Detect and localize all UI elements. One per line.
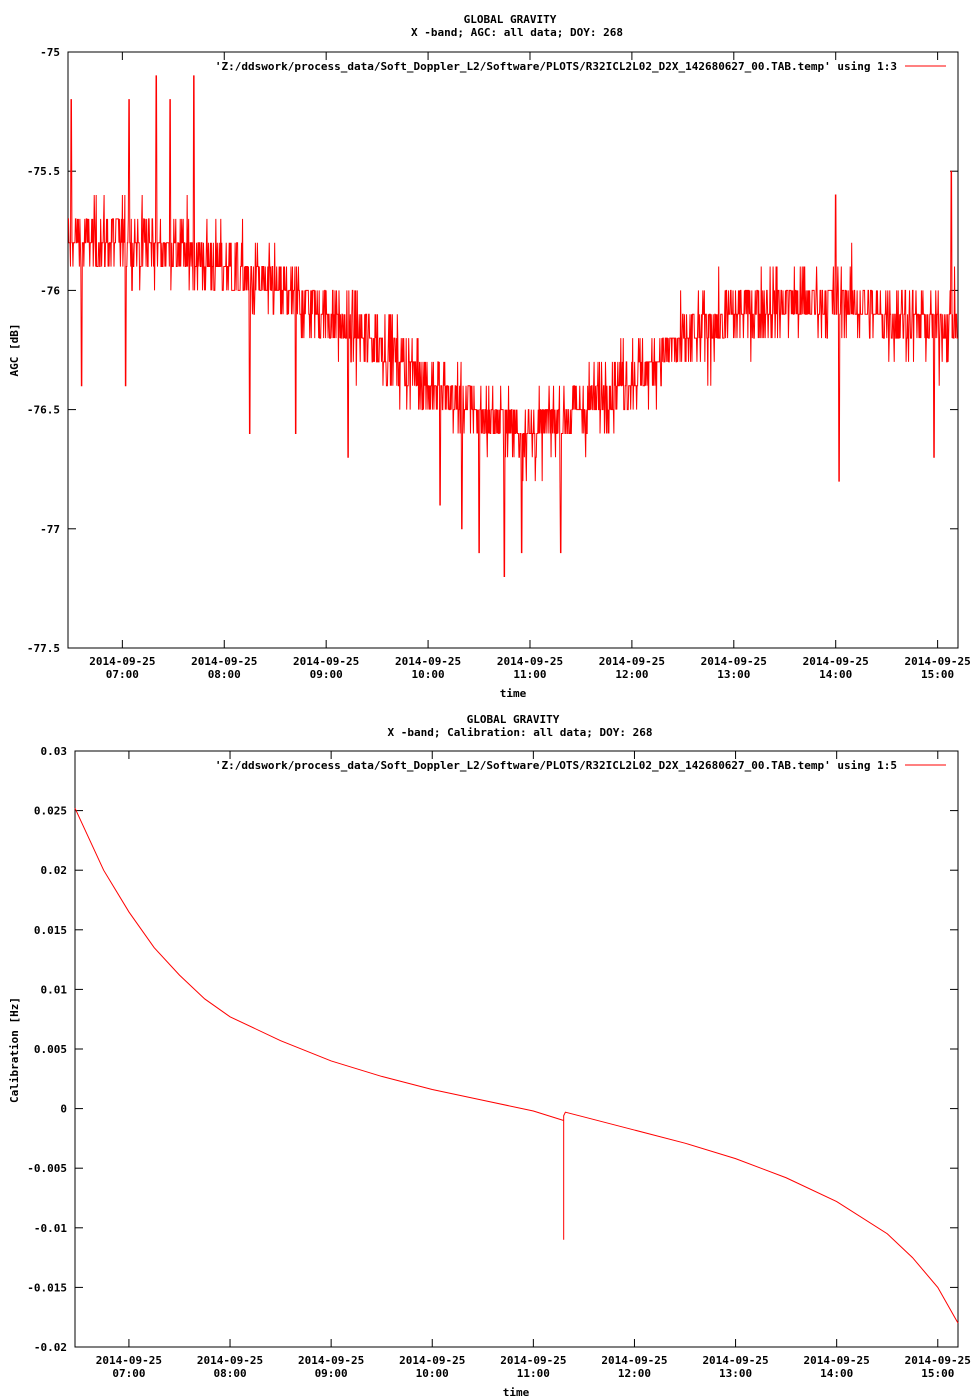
calibration-x-tick-date: 2014-09-25 xyxy=(500,1354,566,1367)
agc-x-tick-date: 2014-09-25 xyxy=(599,655,665,668)
agc-x-tick-date: 2014-09-25 xyxy=(191,655,257,668)
calibration-y-tick-label: 0.02 xyxy=(41,864,68,877)
agc-y-tick-label: -75 xyxy=(40,46,60,59)
calibration-y-tick-label: 0.015 xyxy=(34,924,67,937)
agc-y-tick-label: -76.5 xyxy=(27,404,60,417)
calibration-chart: GLOBAL GRAVITY X -band; Calibration: all… xyxy=(8,713,971,1399)
calibration-y-tick-label: -0.015 xyxy=(27,1281,67,1294)
agc-x-tick-time: 14:00 xyxy=(819,668,852,681)
calibration-chart-title: GLOBAL GRAVITY xyxy=(467,713,560,726)
calibration-x-tick-time: 10:00 xyxy=(416,1367,449,1380)
calibration-x-tick-time: 13:00 xyxy=(719,1367,752,1380)
calibration-x-tick-time: 07:00 xyxy=(112,1367,145,1380)
calibration-legend-label: 'Z:/ddswork/process_data/Soft_Doppler_L2… xyxy=(215,759,897,772)
calibration-y-tick-label: 0 xyxy=(60,1103,67,1116)
calibration-x-tick-date: 2014-09-25 xyxy=(702,1354,768,1367)
agc-chart-title: GLOBAL GRAVITY xyxy=(464,13,557,26)
calibration-x-tick-date: 2014-09-25 xyxy=(804,1354,870,1367)
calibration-x-tick-time: 09:00 xyxy=(315,1367,348,1380)
agc-x-tick-time: 07:00 xyxy=(106,668,139,681)
calibration-x-tick-date: 2014-09-25 xyxy=(96,1354,162,1367)
agc-x-tick-time: 11:00 xyxy=(513,668,546,681)
agc-x-tick-date: 2014-09-25 xyxy=(395,655,461,668)
calibration-x-tick-time: 12:00 xyxy=(618,1367,651,1380)
calibration-x-tick-date: 2014-09-25 xyxy=(399,1354,465,1367)
calibration-x-axis-label: time xyxy=(503,1386,530,1399)
calibration-x-tick-date: 2014-09-25 xyxy=(197,1354,263,1367)
agc-y-tick-label: -77 xyxy=(40,523,60,536)
calibration-x-tick-time: 08:00 xyxy=(213,1367,246,1380)
agc-x-tick-date: 2014-09-25 xyxy=(701,655,767,668)
agc-plot-frame xyxy=(67,51,959,649)
agc-y-tick-label: -76 xyxy=(40,284,60,297)
agc-x-tick-date: 2014-09-25 xyxy=(803,655,869,668)
agc-y-tick-label: -75.5 xyxy=(27,165,60,178)
calibration-x-tick-date: 2014-09-25 xyxy=(298,1354,364,1367)
calibration-x-tick-date: 2014-09-25 xyxy=(905,1354,971,1367)
agc-x-tick-date: 2014-09-25 xyxy=(497,655,563,668)
agc-x-tick-date: 2014-09-25 xyxy=(905,655,971,668)
calibration-y-tick-label: 0.03 xyxy=(41,745,68,758)
agc-x-tick-date: 2014-09-25 xyxy=(293,655,359,668)
agc-series xyxy=(67,75,958,577)
agc-x-tick-time: 15:00 xyxy=(921,668,954,681)
agc-x-tick-time: 08:00 xyxy=(208,668,241,681)
calibration-x-tick-time: 14:00 xyxy=(820,1367,853,1380)
calibration-y-axis-label: Calibration [Hz] xyxy=(8,997,21,1103)
calibration-y-tick-label: 0.01 xyxy=(41,983,68,996)
agc-y-axis-label: AGC [dB] xyxy=(8,324,21,377)
calibration-series xyxy=(74,808,959,1324)
agc-axis-ticks: -75-75.5-76-76.5-77-77.52014-09-2507:002… xyxy=(27,46,971,681)
calibration-series-line xyxy=(74,808,959,1324)
agc-x-tick-date: 2014-09-25 xyxy=(89,655,155,668)
calibration-x-tick-date: 2014-09-25 xyxy=(601,1354,667,1367)
agc-x-axis-label: time xyxy=(500,687,527,700)
calibration-y-tick-label: -0.02 xyxy=(34,1341,67,1354)
agc-chart: GLOBAL GRAVITY X -band; AGC: all data; D… xyxy=(8,13,971,700)
agc-series-line xyxy=(67,75,958,577)
agc-x-tick-time: 09:00 xyxy=(310,668,343,681)
agc-x-tick-time: 13:00 xyxy=(717,668,750,681)
calibration-y-tick-label: -0.005 xyxy=(27,1162,67,1175)
calibration-y-tick-label: -0.01 xyxy=(34,1222,67,1235)
agc-legend-label: 'Z:/ddswork/process_data/Soft_Doppler_L2… xyxy=(215,60,897,73)
calibration-x-tick-time: 15:00 xyxy=(921,1367,954,1380)
calibration-x-tick-time: 11:00 xyxy=(517,1367,550,1380)
calibration-chart-subtitle: X -band; Calibration: all data; DOY: 268 xyxy=(388,726,653,739)
calibration-axis-ticks: 0.03 0.025 0.02 0.015 0.01 0.005 0 -0.005 -0.01 -… xyxy=(27,745,971,1380)
agc-x-tick-time: 10:00 xyxy=(412,668,445,681)
agc-y-tick-label: -77.5 xyxy=(27,642,60,655)
agc-x-tick-time: 12:00 xyxy=(615,668,648,681)
calibration-y-tick-label: 0.005 xyxy=(34,1043,67,1056)
agc-chart-subtitle: X -band; AGC: all data; DOY: 268 xyxy=(411,26,623,39)
calibration-plot-frame xyxy=(74,750,959,1348)
calibration-y-tick-label: 0.025 xyxy=(34,805,67,818)
